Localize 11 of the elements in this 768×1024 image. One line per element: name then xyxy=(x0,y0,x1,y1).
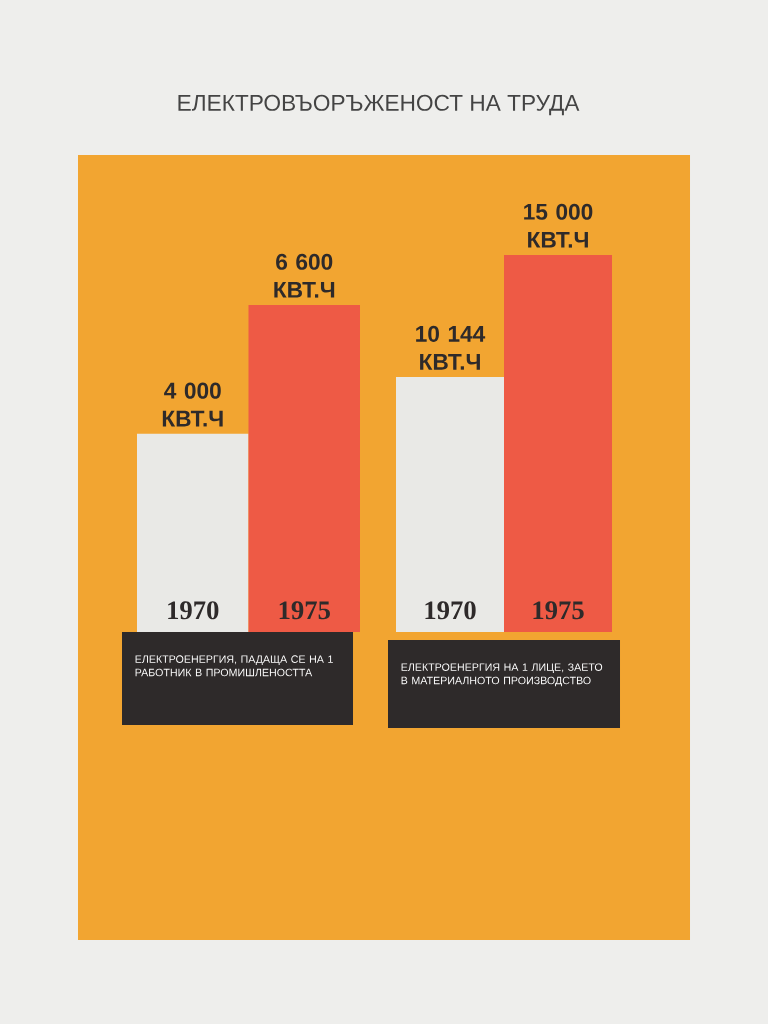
x-tick-label: 1970 xyxy=(168,601,219,620)
x-axis-title: ЕЛЕКТРОЕНЕРГИЯ НА 1 ЛИЦЕ, ЗАЕТО В МАТЕРИАЛНОТО ПРОИЗВОДСТВО xyxy=(401,663,603,687)
data-label: 4 000 КВТ.Ч xyxy=(162,382,223,427)
data-label: 6 600 КВТ.Ч xyxy=(274,253,335,298)
chart-title: ЕЛЕКТРОВЪОРЪЖЕНОСТ НА ТРУДА xyxy=(178,94,580,116)
x-tick-label: 1975 xyxy=(279,601,330,620)
x-axis-title: ЕЛЕКТРОЕНЕРГИЯ, ПАДАЩА СЕ НА 1 РАБОТНИК В ПРОМИШЛЕНОСТТА xyxy=(135,655,333,677)
data-label: 15 000 КВТ.Ч xyxy=(524,203,593,248)
x-tick-label: 1975 xyxy=(533,601,584,620)
data-label: 10 144 КВТ.Ч xyxy=(416,325,486,370)
x-tick-label: 1970 xyxy=(425,601,476,620)
